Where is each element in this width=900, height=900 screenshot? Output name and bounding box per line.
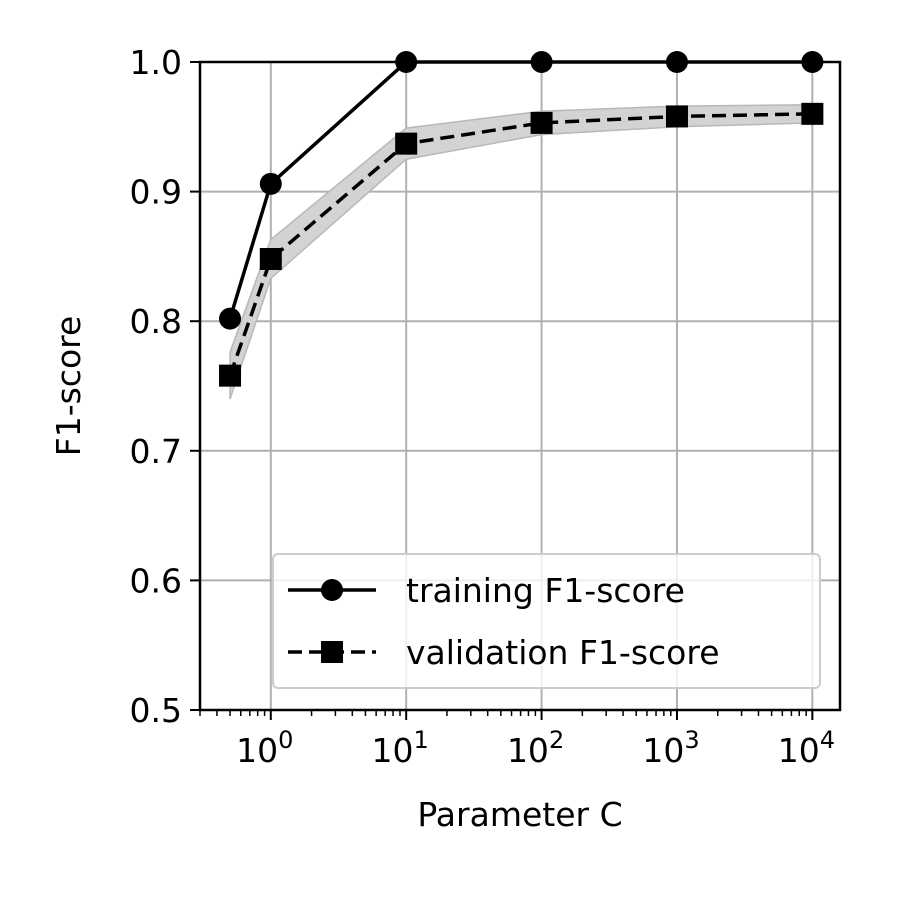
- x-tick-label: 102: [507, 726, 564, 770]
- training-point: [219, 307, 242, 330]
- validation-legend-marker: [321, 641, 343, 663]
- y-tick-label: 0.8: [130, 302, 182, 341]
- validation-point: [530, 111, 553, 134]
- band-layer: [229, 104, 814, 400]
- x-tick-label: 101: [372, 726, 429, 770]
- y-tick-label: 0.6: [130, 561, 182, 600]
- x-tick-label: 104: [778, 726, 835, 770]
- y-tick-label: 1.0: [130, 43, 182, 82]
- y-tick-label: 0.5: [130, 691, 182, 730]
- validation-confidence-band: [229, 104, 814, 400]
- training-point: [259, 172, 282, 195]
- validation-point: [219, 364, 242, 387]
- validation-series-line: [228, 112, 813, 377]
- validation-point: [259, 247, 282, 270]
- legend-entries: training F1-score validation F1-score: [288, 571, 720, 672]
- x-tick-label: 100: [236, 726, 293, 770]
- tick-layer: 0.5 0.6 0.7 0.8 0.9 1.0 100 101 102 103 104: [130, 43, 835, 770]
- y-tick-label: 0.7: [130, 432, 182, 471]
- training-legend-label: training F1-score: [406, 571, 685, 610]
- validation-point: [801, 102, 824, 125]
- x-axis-label: Parameter C: [417, 795, 622, 834]
- x-tick-label: 103: [642, 726, 699, 770]
- legend: training F1-score validation F1-score: [272, 553, 821, 689]
- training-series-line: [228, 60, 813, 320]
- y-tick-label: 0.9: [130, 173, 182, 212]
- legend-box: [272, 553, 821, 689]
- validation-point: [665, 105, 688, 128]
- validation-point: [395, 132, 418, 155]
- validation-legend-label: validation F1-score: [406, 633, 720, 672]
- training-legend-marker: [321, 579, 343, 601]
- y-axis-label: F1-score: [49, 316, 88, 457]
